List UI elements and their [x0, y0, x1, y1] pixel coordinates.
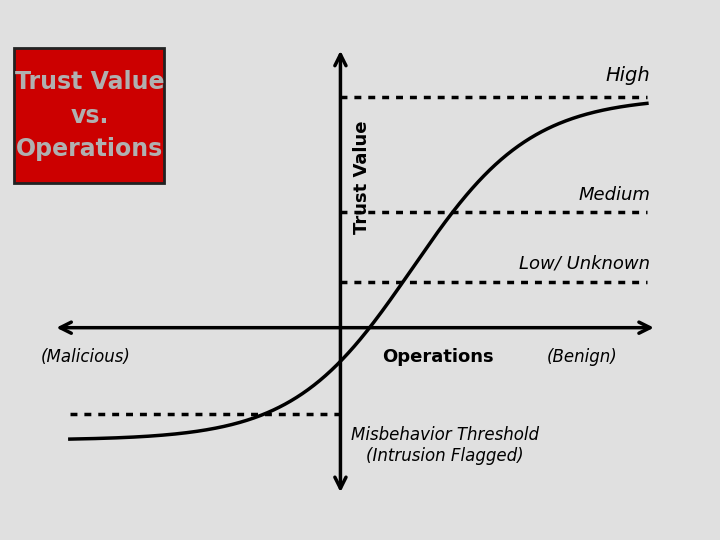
Text: (Malicious): (Malicious) [41, 348, 131, 366]
Text: Trust Value: Trust Value [354, 121, 372, 234]
Text: High: High [606, 66, 650, 85]
FancyBboxPatch shape [14, 48, 164, 184]
Text: Operations: Operations [382, 348, 494, 366]
Text: (Benign): (Benign) [546, 348, 617, 366]
Text: Misbehavior Threshold
(Intrusion Flagged): Misbehavior Threshold (Intrusion Flagged… [351, 426, 539, 464]
Text: Medium: Medium [578, 186, 650, 204]
Text: Trust Value
vs.
Operations: Trust Value vs. Operations [14, 70, 164, 161]
Text: Low/ Unknown: Low/ Unknown [519, 255, 650, 273]
